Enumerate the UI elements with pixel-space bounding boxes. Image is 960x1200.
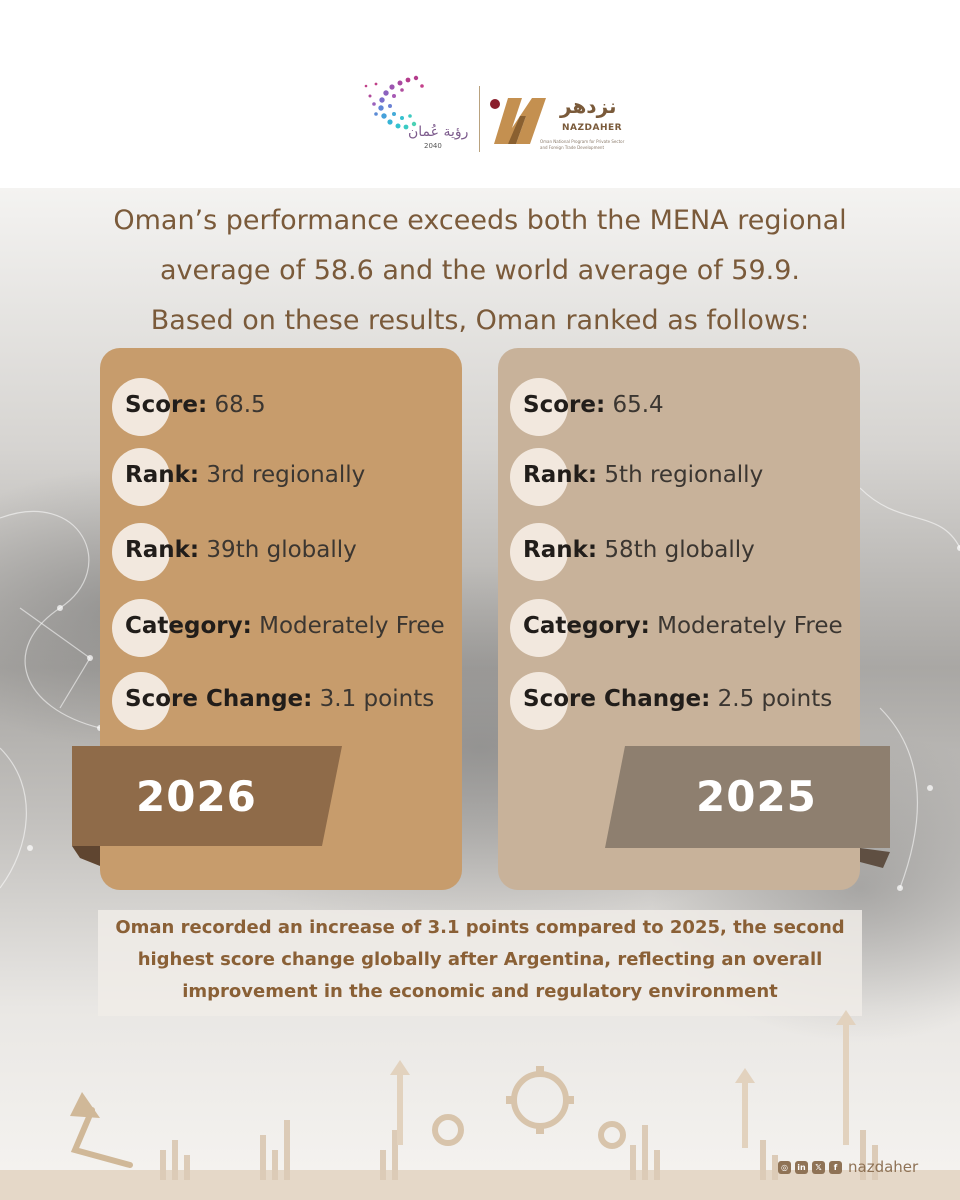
regional-rank-row: Rank: 3rd regionally [112,448,462,506]
row-circle [112,672,170,730]
row-label: Rank: [523,537,598,563]
row-value: 2.5 points [717,686,833,712]
row-circle [112,599,170,657]
header-band [0,0,960,188]
card-2025: Score: 65.4 Rank: 5th regionally Rank: 5… [498,348,860,890]
vision-2040-arabic-text: رؤية عُمان [408,124,469,140]
row-value: 58th globally [604,537,755,563]
row-circle [510,448,568,506]
row-label: Category: [125,613,252,639]
note-line: highest score change globally after Arge… [137,949,823,970]
row-value: 3.1 points [319,686,435,712]
global-rank-row: Rank: 39th globally [112,523,462,581]
row-value: 65.4 [612,392,664,418]
year-ribbon-2026 [72,746,342,866]
nazdaher-logo-icon [490,98,546,144]
row-circle [112,523,170,581]
row-circle [510,672,568,730]
vision-2040-year: 2040 [424,142,442,150]
headline-line: Oman’s performance exceeds both the MENA… [113,205,847,236]
nazdaher-arabic-name: نزدهر [560,94,617,118]
row-label: Rank: [125,537,200,563]
row-label: Score Change: [125,686,313,712]
headline: Oman’s performance exceeds both the MENA… [60,196,900,346]
logo-divider [479,86,480,152]
row-circle [510,599,568,657]
row-circle [510,523,568,581]
row-label: Score: [125,392,208,418]
row-label: Category: [523,613,650,639]
row-value: 39th globally [206,537,357,563]
summary-note: Oman recorded an increase of 3.1 points … [98,910,862,1016]
row-label: Score Change: [523,686,711,712]
row-circle [112,448,170,506]
nazdaher-name: NAZDAHER [562,123,623,133]
row-circle [510,378,568,436]
nazdaher-subtitle: Oman National Program for Private Sector… [540,139,625,150]
row-label: Rank: [125,462,200,488]
row-circle [112,378,170,436]
decorative-gears-and-arrows [0,1010,960,1200]
social-links: ◎ in 𝕏 f nazdaher [778,1156,928,1178]
linkedin-icon[interactable]: in [795,1160,808,1174]
score-change-row: Score Change: 2.5 points [510,672,860,730]
row-value: 68.5 [214,392,266,418]
year-label-2026: 2026 [136,772,257,821]
year-label-2025: 2025 [696,772,817,821]
row-value: Moderately Free [657,613,843,639]
note-line: improvement in the economic and regulato… [182,981,778,1002]
category-row: Category: Moderately Free [112,599,462,657]
oman-vision-2040-logo [364,75,424,130]
headline-line: Based on these results, Oman ranked as f… [150,305,810,336]
headline-line: average of 58.6 and the world average of… [159,255,801,286]
score-change-row: Score Change: 3.1 points [112,672,462,730]
global-rank-row: Rank: 58th globally [510,523,860,581]
x-icon[interactable]: 𝕏 [812,1160,825,1174]
row-value: 3rd regionally [206,462,366,488]
score-row: Score: 68.5 [112,378,462,436]
category-row: Category: Moderately Free [510,599,860,657]
regional-rank-row: Rank: 5th regionally [510,448,860,506]
year-ribbon-2025 [605,746,890,868]
social-handle[interactable]: nazdaher [848,1158,919,1176]
score-row: Score: 65.4 [510,378,860,436]
facebook-icon[interactable]: f [829,1160,842,1174]
row-label: Score: [523,392,606,418]
row-value: 5th regionally [604,462,764,488]
row-label: Rank: [523,462,598,488]
row-value: Moderately Free [259,613,445,639]
instagram-icon[interactable]: ◎ [778,1160,791,1174]
note-line: Oman recorded an increase of 3.1 points … [115,917,845,938]
